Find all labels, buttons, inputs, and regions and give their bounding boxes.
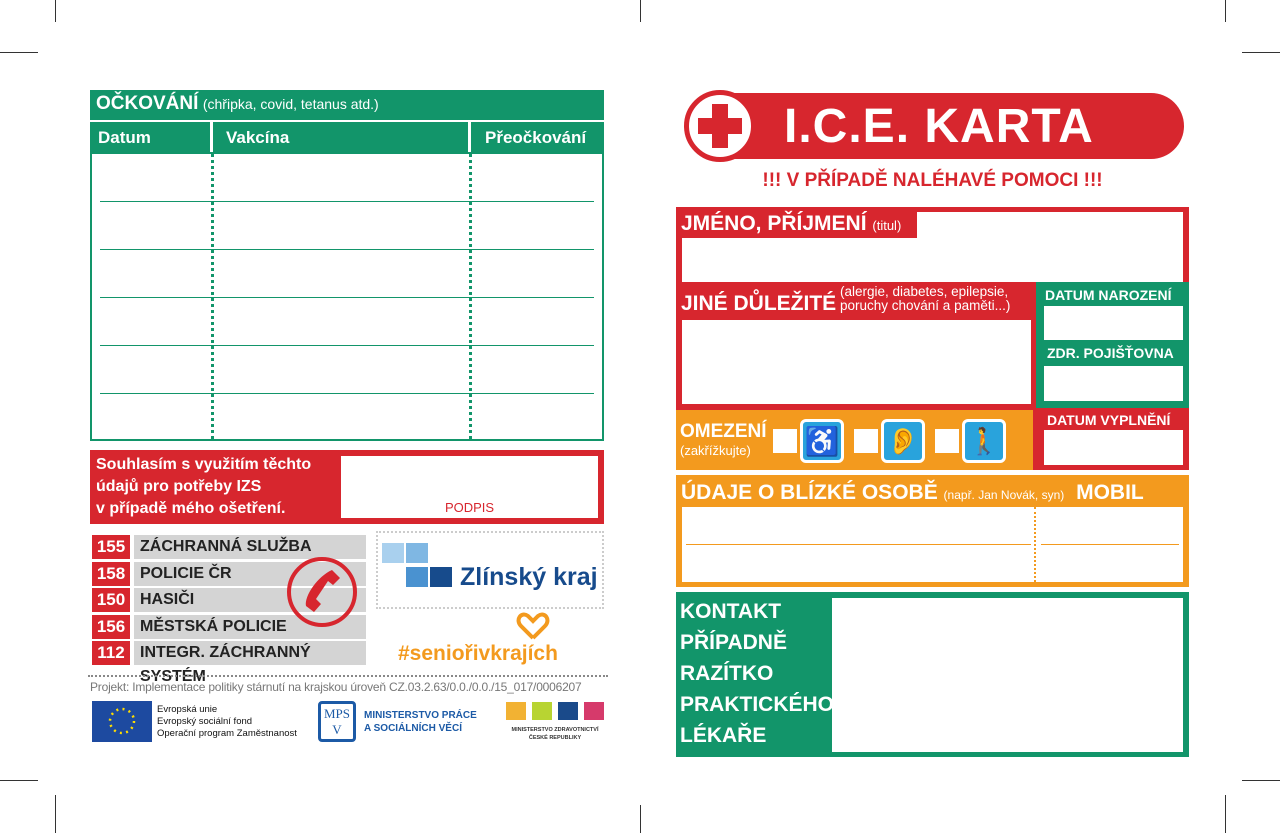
eu-logo-text: Evropská unie Evropský sociální fond Ope…	[157, 704, 297, 740]
limits-hint: (zakřížkujte)	[680, 443, 751, 458]
name-label: JMÉNO, PŘÍJMENÍ (titul)	[681, 212, 901, 236]
crop-mark	[55, 0, 56, 22]
vaccination-table	[90, 152, 604, 441]
zlin-region-logo: Zlínský kraj	[376, 531, 604, 609]
name-hint: (titul)	[872, 218, 902, 233]
other-field[interactable]	[682, 320, 1031, 404]
signature-label: PODPIS	[444, 500, 495, 515]
table-row	[100, 297, 594, 298]
emergency-number: 112	[92, 641, 130, 665]
table-row	[100, 345, 594, 346]
birth-label: DATUM NAROZENÍ	[1045, 287, 1172, 303]
other-hint-line: poruchy chování a paměti...)	[840, 298, 1011, 313]
contact-person-box: ÚDAJE O BLÍZKÉ OSOBĚ (např. Jan Novák, s…	[676, 475, 1189, 587]
emergency-label: MĚSTSKÁ POLICIE	[134, 615, 366, 639]
emergency-number: 158	[92, 562, 130, 586]
emergency-label: INTEGR. ZÁCHRANNÝ SYSTÉM	[134, 641, 366, 685]
table-row	[100, 393, 594, 394]
blind-checkbox[interactable]	[935, 429, 959, 453]
contact-field[interactable]	[682, 507, 1183, 582]
health-ministry-text: MINISTERSTVO ZDRAVOTNICTVÍ ČESKÉ REPUBLI…	[500, 726, 610, 742]
wheelchair-icon: ♿	[800, 419, 844, 463]
mz-line: ČESKÉ REPUBLIKY	[528, 735, 582, 741]
emergency-label: ZÁCHRANNÁ SLUŽBA	[134, 535, 366, 559]
consent-line: Souhlasím s využitím těchto	[96, 456, 312, 473]
limits-label: OMEZENÍ	[680, 421, 767, 442]
phone-icon	[287, 557, 357, 627]
column-revaccination: Přeočkování	[485, 128, 587, 147]
eu-flag-icon	[92, 701, 152, 742]
contact-label: ÚDAJE O BLÍZKÉ OSOBĚ	[681, 481, 938, 504]
mpsv-line: A SOCIÁLNÍCH VĚCÍ	[364, 723, 462, 734]
hashtag: #seniořivkrajích	[398, 642, 558, 665]
personal-info-box: JMÉNO, PŘÍJMENÍ (titul) JINÉ DŮLEŽITÉ (a…	[676, 207, 1189, 470]
eu-line: Evropská unie	[157, 704, 218, 715]
doctor-stamp-field[interactable]	[832, 598, 1183, 752]
emergency-number: 150	[92, 588, 130, 612]
insurance-label: ZDR. POJIŠŤOVNA	[1047, 345, 1174, 361]
filled-date-label: DATUM VYPLNĚNÍ	[1047, 412, 1171, 428]
mobile-label: MOBIL	[1076, 481, 1144, 504]
emergency-number: 155	[92, 535, 130, 559]
card-title-banner: I.C.E. KARTA	[700, 93, 1184, 159]
consent-line: v případě mého ošetření.	[96, 500, 286, 517]
hearing-impaired-icon: 👂	[881, 419, 925, 463]
other-hint: (alergie, diabetes, epilepsie, poruchy c…	[840, 285, 1010, 313]
mz-line: MINISTERSTVO ZDRAVOTNICTVÍ	[511, 727, 599, 733]
green-info-column: DATUM NAROZENÍ ZDR. POJIŠŤOVNA	[1036, 282, 1189, 408]
mpsv-logo-mark: MPSV	[318, 701, 356, 742]
crop-mark	[1242, 780, 1280, 781]
blind-person-icon: 🚶	[962, 419, 1006, 463]
doctor-line: LÉKAŘE	[680, 724, 767, 747]
crop-mark	[1225, 795, 1226, 833]
crop-mark	[640, 0, 641, 22]
card-subtitle: !!! V PŘÍPADĚ NALÉHAVÉ POMOCI !!!	[762, 170, 1103, 191]
birth-date-field[interactable]	[1044, 306, 1183, 340]
crop-mark	[1242, 52, 1280, 53]
doctor-line: RAZÍTKO	[680, 662, 774, 685]
crop-mark	[640, 805, 641, 833]
heart-logo-icon	[516, 612, 550, 640]
vaccination-header: OČKOVÁNÍ (chřipka, covid, tetanus atd.)	[90, 90, 604, 120]
crop-mark	[0, 52, 38, 53]
vaccination-subtitle: (chřipka, covid, tetanus atd.)	[202, 96, 379, 112]
card-title: I.C.E. KARTA	[784, 100, 1094, 153]
doctor-line: PŘÍPADNĚ	[680, 631, 787, 654]
doctor-line: KONTAKT	[680, 600, 782, 623]
mpsv-line: MINISTERSTVO PRÁCE	[364, 710, 477, 721]
wheelchair-checkbox[interactable]	[773, 429, 797, 453]
zlin-logo-text: Zlínský kraj	[460, 563, 598, 591]
vaccination-title: OČKOVÁNÍ	[96, 93, 199, 114]
emergency-number: 156	[92, 615, 130, 639]
filled-date-field[interactable]	[1044, 430, 1183, 465]
doctor-contact-box: KONTAKT PŘÍPADNĚ RAZÍTKO PRAKTICKÉHO LÉK…	[676, 592, 1189, 757]
emergency-label: POLICIE ČR	[134, 562, 366, 586]
column-date: Datum	[98, 128, 151, 147]
hearing-checkbox[interactable]	[854, 429, 878, 453]
project-text: Projekt: Implementace politiky stárnutí …	[90, 680, 582, 694]
consent-line: údajů pro potřeby IZS	[96, 478, 262, 495]
crop-mark	[55, 795, 56, 833]
table-row	[100, 249, 594, 250]
crop-mark	[1225, 0, 1226, 22]
column-vaccine: Vakcína	[226, 128, 290, 147]
red-cross-icon	[684, 90, 756, 162]
mpsv-logo-text: MINISTERSTVO PRÁCE A SOCIÁLNÍCH VĚCÍ	[364, 709, 477, 735]
eu-line: Evropský sociální fond	[157, 716, 253, 727]
name-label-text: JMÉNO, PŘÍJMENÍ	[681, 212, 867, 235]
eu-line: Operační program Zaměstnanost	[157, 728, 297, 739]
insurance-field[interactable]	[1044, 366, 1183, 401]
signature-field[interactable]: PODPIS	[341, 456, 598, 518]
health-ministry-logo-icon	[506, 700, 604, 722]
contact-hint: (např. Jan Novák, syn)	[943, 488, 1065, 502]
other-label: JINÉ DŮLEŽITÉ	[681, 292, 837, 315]
other-hint-line: (alergie, diabetes, epilepsie,	[840, 284, 1009, 299]
limits-section: OMEZENÍ (zakřížkujte) ♿ 👂 🚶	[676, 410, 1033, 470]
emergency-label: HASIČI	[134, 588, 366, 612]
table-row	[100, 201, 594, 202]
vaccination-column-headers: Datum Vakcína Přeočkování	[90, 122, 604, 152]
crop-mark	[0, 780, 38, 781]
doctor-line: PRAKTICKÉHO	[680, 693, 835, 716]
consent-box: Souhlasím s využitím těchto údajů pro po…	[90, 450, 604, 524]
